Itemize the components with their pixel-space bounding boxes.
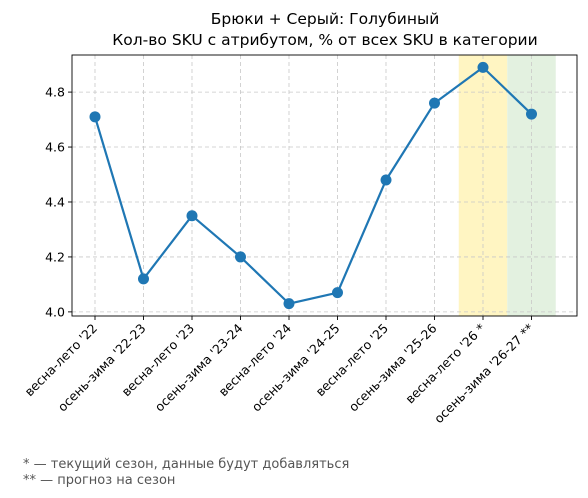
data-point [429,97,440,109]
chart-title: Брюки + Серый: Голубиный [211,10,440,28]
plot-frame [71,54,578,317]
y-tick-label: 4.6 [45,140,65,155]
grid [72,55,577,316]
data-point [235,251,246,263]
x-tick-label: осень-зима '22-23 [55,321,149,415]
x-tick-label: осень-зима '23-24 [152,320,246,414]
data-point [380,174,392,186]
highlight-band-2 [507,55,556,316]
data-point [332,287,343,299]
series [89,61,537,310]
x-tick-label: осень-зима '24-25 [249,321,343,415]
data-point [89,111,101,123]
footnote-current-season: * — текущий сезон, данные будут добавлят… [23,457,350,472]
data-point [477,61,489,73]
x-tick-label: осень-зима '26-27 ** [431,321,537,427]
y-tick-label: 4.0 [45,304,65,319]
data-point [138,273,149,285]
data-point [186,210,198,222]
y-tick-label: 4.8 [45,85,65,100]
highlight-bands [458,55,556,316]
data-point [526,108,537,120]
data-point [283,298,295,310]
y-tick-label: 4.4 [45,194,65,209]
x-tick-label: осень-зима '25-26 [346,320,440,414]
highlight-band-1 [458,55,508,316]
chart-subtitle: Кол-во SKU с атрибутом, % от всех SKU в … [112,31,537,49]
series-line [93,66,533,305]
footnote-forecast: ** — прогноз на сезон [23,473,176,488]
y-tick-label: 4.2 [45,249,65,264]
